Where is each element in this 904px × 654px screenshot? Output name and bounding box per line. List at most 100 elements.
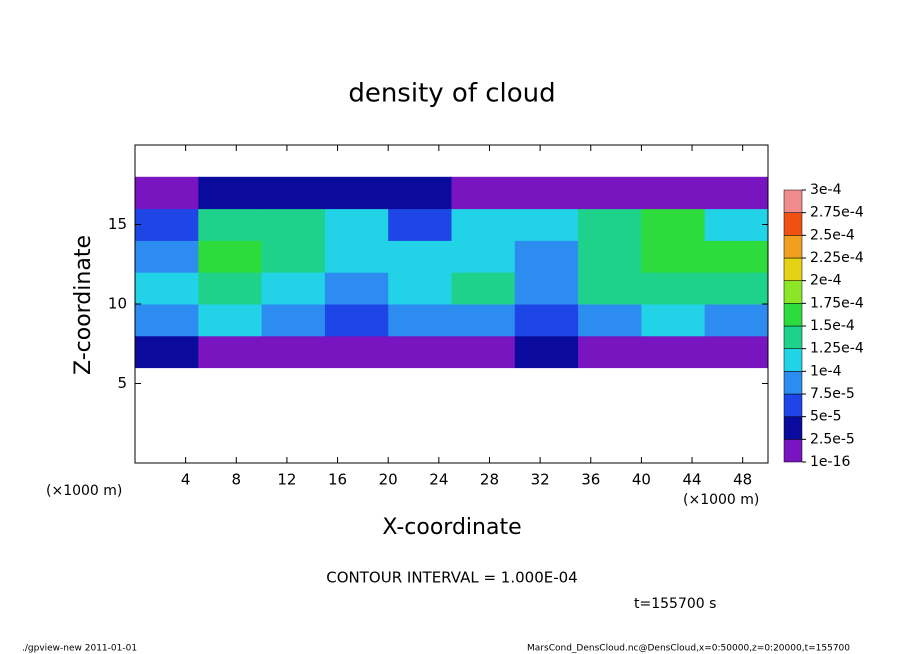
cell xyxy=(261,272,326,305)
cell xyxy=(641,208,706,241)
colorbar-label: 7.5e-5 xyxy=(810,386,855,402)
cell xyxy=(261,240,326,273)
cell xyxy=(388,208,452,241)
colorbar-box xyxy=(783,235,803,259)
colorbar-label: 5e-5 xyxy=(810,409,841,425)
cell xyxy=(704,240,769,273)
y-axis-label: Z-coordinate xyxy=(71,235,96,375)
cell xyxy=(198,176,263,210)
cell xyxy=(704,272,769,305)
x-tick-label: 44 xyxy=(682,471,701,489)
cell xyxy=(388,335,452,369)
colorbar-label: 1e-4 xyxy=(810,363,842,379)
cell xyxy=(704,208,769,241)
cell xyxy=(704,304,769,337)
cell xyxy=(261,304,326,337)
cell xyxy=(135,272,199,305)
colorbar-label: 3e-4 xyxy=(810,182,842,198)
colorbar-box xyxy=(783,416,803,440)
cell xyxy=(451,240,516,273)
cell xyxy=(198,304,263,337)
cell xyxy=(261,176,326,210)
cell xyxy=(514,240,579,273)
cell xyxy=(641,335,706,369)
colorbar-label: 2.5e-5 xyxy=(810,431,855,447)
cell xyxy=(135,240,199,273)
cell xyxy=(641,176,706,210)
colorbar-box xyxy=(783,189,803,213)
contour-interval: CONTOUR INTERVAL = 1.000E-04 xyxy=(326,569,577,587)
cell xyxy=(578,176,642,210)
x-tick-label: 32 xyxy=(531,471,550,489)
colorbar-box xyxy=(783,439,803,463)
cell xyxy=(704,335,769,369)
footer-left: ./gpview-new 2011-01-01 xyxy=(22,644,137,654)
colorbar-box xyxy=(783,212,803,236)
colorbar-label: 1.5e-4 xyxy=(810,318,855,334)
cell xyxy=(135,176,199,210)
colorbar-box xyxy=(783,303,803,327)
cell xyxy=(514,272,579,305)
y-tick-label: 5 xyxy=(117,374,127,392)
x-tick-label: 36 xyxy=(581,471,600,489)
x-tick-label: 8 xyxy=(232,471,242,489)
x-tick-label: 24 xyxy=(429,471,448,489)
cell xyxy=(451,304,516,337)
colorbar-label: 1.25e-4 xyxy=(810,341,864,357)
colorbar-label: 2e-4 xyxy=(810,273,842,289)
x-unit: (×1000 m) xyxy=(683,492,759,508)
colorbar-box xyxy=(783,348,803,372)
cell xyxy=(324,272,389,305)
cell xyxy=(641,272,706,305)
cell xyxy=(388,240,452,273)
colorbar-box xyxy=(783,280,803,304)
cell xyxy=(704,176,769,210)
cell xyxy=(578,208,642,241)
cell xyxy=(324,176,389,210)
cell xyxy=(514,304,579,337)
cell xyxy=(451,272,516,305)
cell xyxy=(641,304,706,337)
cell xyxy=(261,335,326,369)
x-tick-label: 40 xyxy=(632,471,651,489)
cell xyxy=(198,208,263,241)
cell xyxy=(514,208,579,241)
x-tick-label: 12 xyxy=(277,471,296,489)
cell xyxy=(578,335,642,369)
cell xyxy=(198,240,263,273)
x-tick-label: 16 xyxy=(328,471,347,489)
cell xyxy=(388,304,452,337)
y-tick-label: 10 xyxy=(108,295,127,313)
cell xyxy=(451,176,516,210)
colorbar-label: 2.5e-4 xyxy=(810,227,855,243)
cell xyxy=(324,304,389,337)
x-tick-label: 48 xyxy=(733,471,752,489)
cell xyxy=(514,335,579,369)
y-unit: (×1000 m) xyxy=(46,483,122,499)
cell xyxy=(388,176,452,210)
cell xyxy=(451,335,516,369)
x-tick-label: 28 xyxy=(480,471,499,489)
cell xyxy=(324,208,389,241)
colorbar-box xyxy=(783,325,803,349)
cell xyxy=(135,335,199,369)
colorbar-label: 1.75e-4 xyxy=(810,295,864,311)
cell xyxy=(578,304,642,337)
cell xyxy=(578,272,642,305)
cell xyxy=(261,208,326,241)
cell xyxy=(451,208,516,241)
cell xyxy=(514,176,579,210)
x-tick-label: 20 xyxy=(379,471,398,489)
x-tick-label: 4 xyxy=(181,471,191,489)
colorbar-label: 2.25e-4 xyxy=(810,250,864,266)
chart-title: density of cloud xyxy=(348,79,555,109)
cell xyxy=(324,240,389,273)
cell xyxy=(578,240,642,273)
cell xyxy=(388,272,452,305)
x-axis-label: X-coordinate xyxy=(382,515,521,540)
colorbar-label: 2.75e-4 xyxy=(810,205,864,221)
cell xyxy=(198,335,263,369)
y-tick-label: 15 xyxy=(108,215,127,233)
colorbar-box xyxy=(783,393,803,417)
